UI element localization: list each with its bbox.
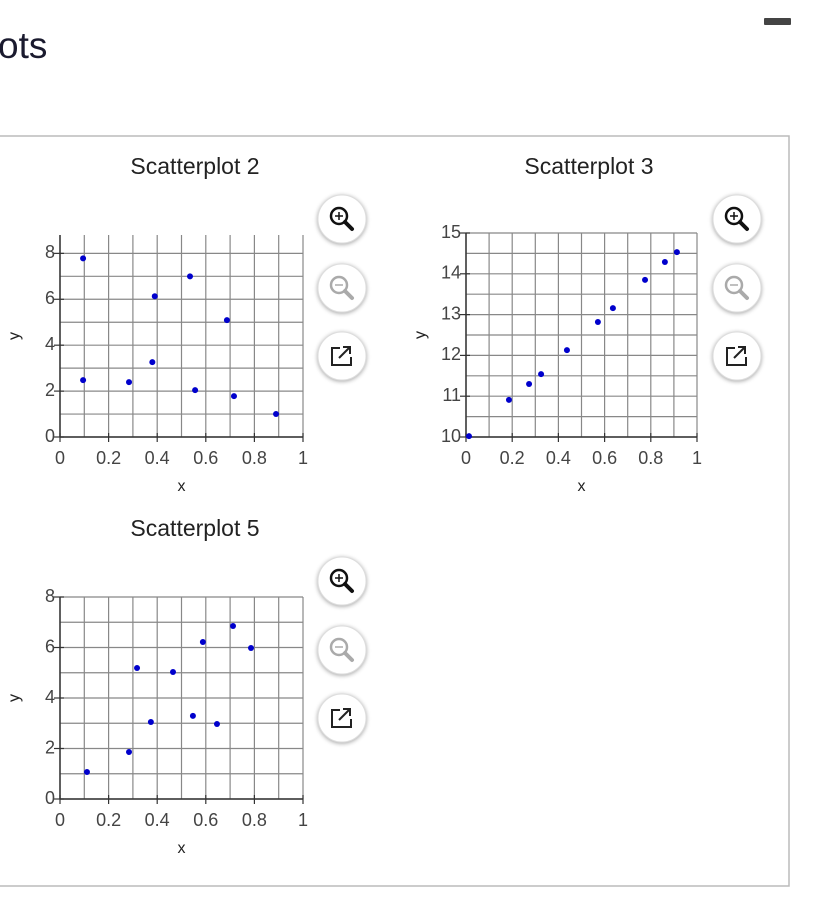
y-tick-label: 0	[45, 788, 55, 808]
x-tick-label: 0.8	[242, 810, 267, 830]
icon	[331, 347, 352, 366]
point	[83, 768, 90, 775]
point	[151, 293, 158, 300]
y-tick-label: 12	[441, 344, 461, 364]
chart-title: Scatterplot 5	[130, 515, 259, 541]
icon	[338, 708, 351, 721]
icon	[331, 709, 352, 728]
chart-title: Scatterplot 2	[130, 153, 259, 179]
zoom-in-button[interactable]	[317, 194, 367, 244]
point	[199, 638, 206, 645]
point	[526, 380, 533, 387]
x-tick-label: 0.6	[193, 448, 218, 468]
x-tick-label: 1	[298, 448, 308, 468]
y-tick-label: 14	[441, 263, 461, 283]
x-tick-label: 0.2	[96, 448, 121, 468]
x-tick-label: 0.8	[242, 448, 267, 468]
zoom-out-button[interactable]	[317, 263, 367, 313]
x-tick-label: 0.8	[638, 448, 663, 468]
x-tick-label: 0	[55, 810, 65, 830]
y-tick-label: 10	[441, 426, 461, 446]
y-tick-label: 2	[45, 380, 55, 400]
y-tick-label: 8	[45, 242, 55, 262]
icon	[343, 582, 354, 593]
icon	[733, 346, 746, 359]
point	[230, 393, 237, 400]
x-tick-label: 0.4	[145, 448, 170, 468]
minimize-button[interactable]	[764, 18, 791, 25]
point	[80, 377, 87, 384]
point	[126, 379, 133, 386]
icon	[738, 289, 749, 300]
y-axis-label: y	[6, 694, 23, 702]
point	[273, 411, 280, 418]
point	[126, 749, 133, 756]
plots-panel	[0, 135, 790, 887]
point	[169, 668, 176, 675]
x-axis-label: x	[178, 840, 186, 857]
y-tick-label: 13	[441, 303, 461, 323]
point	[147, 718, 154, 725]
point	[189, 712, 196, 719]
x-axis-label: x	[578, 478, 586, 495]
y-axis-label: y	[6, 332, 23, 340]
open-external-button[interactable]	[317, 331, 367, 381]
x-tick-label: 0.2	[96, 810, 121, 830]
icon	[738, 220, 749, 231]
y-tick-label: 4	[45, 687, 55, 707]
y-axis-label: y	[412, 331, 429, 339]
zoom-out-button[interactable]	[712, 263, 762, 313]
x-tick-label: 0	[55, 448, 65, 468]
zoom-out-button[interactable]	[317, 625, 367, 675]
x-tick-label: 0.4	[546, 448, 571, 468]
x-tick-label: 0.6	[592, 448, 617, 468]
chart-title: Scatterplot 3	[524, 153, 653, 179]
point	[594, 318, 601, 325]
x-axis-label: x	[178, 478, 186, 495]
point	[538, 371, 545, 378]
y-tick-label: 2	[45, 737, 55, 757]
icon	[338, 346, 351, 359]
zoom-in-button[interactable]	[317, 556, 367, 606]
x-tick-label: 1	[692, 448, 702, 468]
icon	[343, 220, 354, 231]
point	[134, 664, 141, 671]
point	[505, 396, 512, 403]
point	[609, 305, 616, 312]
x-tick-label: 1	[298, 810, 308, 830]
y-tick-label: 15	[441, 222, 461, 242]
point	[661, 258, 668, 265]
y-tick-label: 11	[442, 385, 461, 405]
y-tick-label: 8	[45, 586, 55, 606]
icon	[343, 289, 354, 300]
zoom-in-button[interactable]	[712, 194, 762, 244]
x-tick-label: 0.4	[145, 810, 170, 830]
icon	[343, 651, 354, 662]
y-tick-label: 0	[45, 426, 55, 446]
open-external-button[interactable]	[712, 331, 762, 381]
x-tick-label: 0.6	[193, 810, 218, 830]
point	[230, 623, 237, 630]
x-tick-label: 0	[461, 448, 471, 468]
point	[563, 347, 570, 354]
point	[187, 273, 194, 280]
y-tick-label: 6	[45, 636, 55, 656]
y-tick-label: 4	[45, 334, 55, 354]
icon	[726, 347, 747, 366]
point	[223, 317, 230, 324]
point	[673, 249, 680, 256]
point	[247, 645, 254, 652]
point	[149, 359, 156, 366]
y-tick-label: 6	[45, 288, 55, 308]
point	[213, 721, 220, 728]
point	[80, 255, 87, 262]
point	[192, 387, 199, 394]
point	[642, 276, 649, 283]
point	[466, 433, 473, 440]
x-tick-label: 0.2	[500, 448, 525, 468]
open-external-button[interactable]	[317, 693, 367, 743]
page-title: ots	[0, 25, 47, 66]
